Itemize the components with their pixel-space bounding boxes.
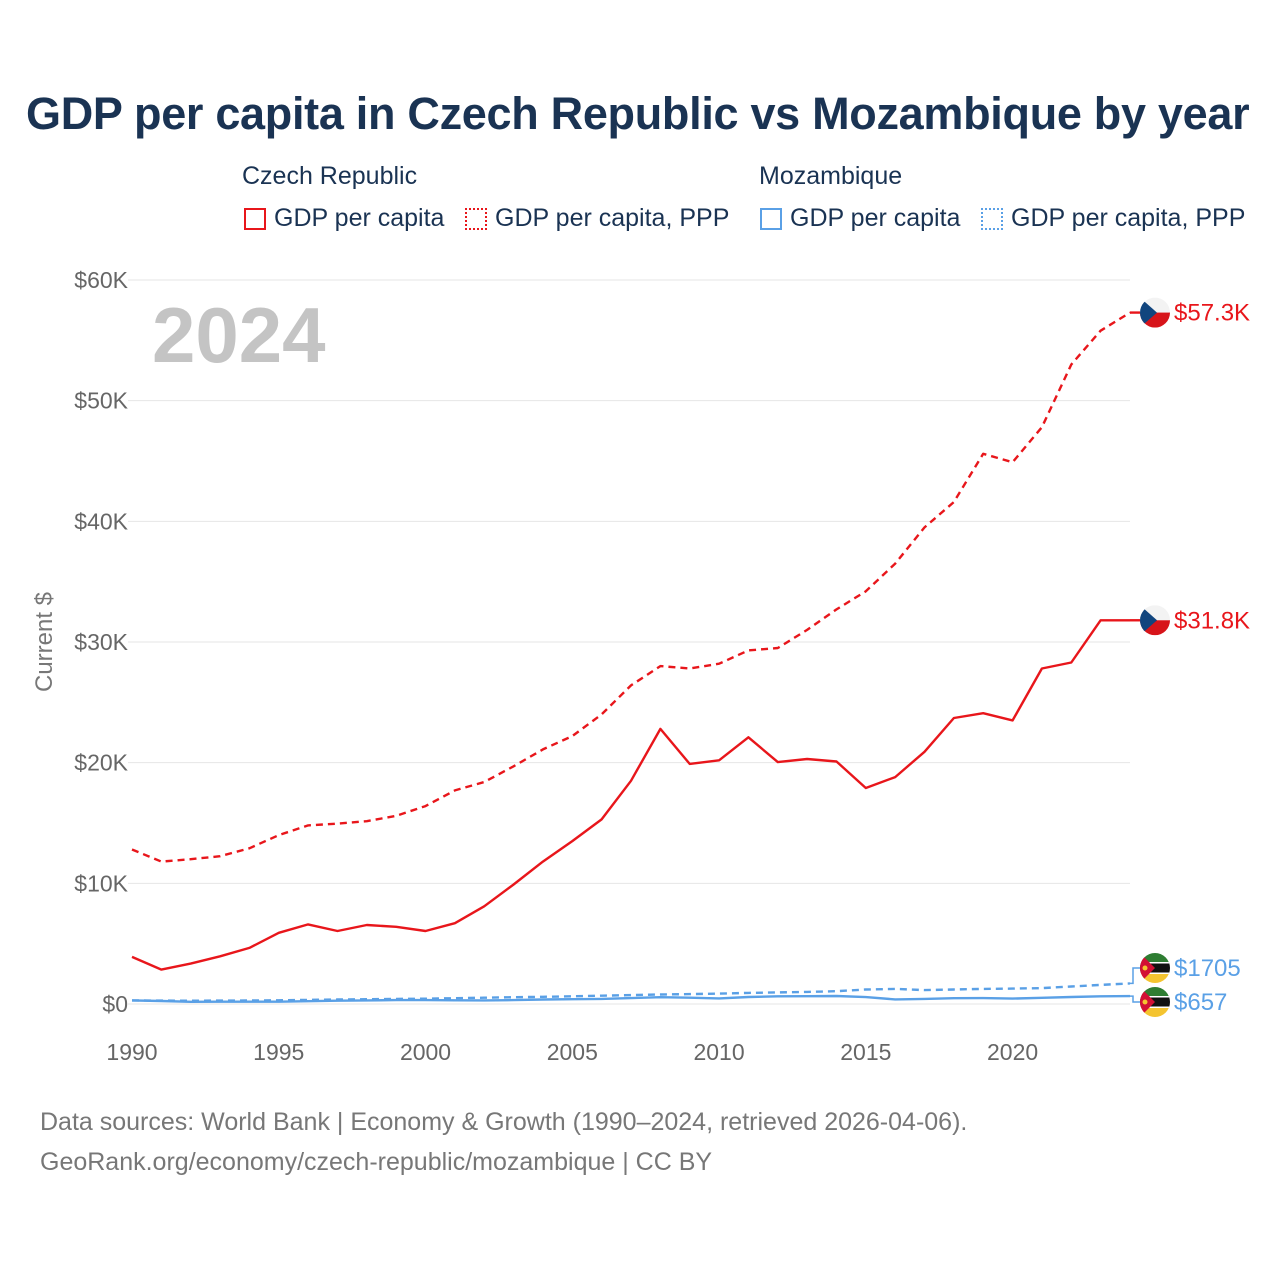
gridlines	[128, 279, 1130, 1005]
end-connector	[1130, 967, 1140, 985]
legend-label-mozambique-gdp: GDP per capita	[790, 204, 961, 232]
legend-group-czech: Czech Republic	[242, 162, 418, 190]
czech-flag-icon	[1140, 605, 1170, 636]
footer-sources: Data sources: World Bank | Economy & Gro…	[40, 1108, 968, 1136]
y-tick-label: $10K	[74, 870, 128, 896]
legend-item-czech-ppp[interactable]: GDP per capita, PPP	[465, 204, 729, 233]
legend-swatch-czech-gdp	[244, 207, 266, 230]
legend-item-czech-gdp[interactable]: GDP per capita	[244, 204, 444, 233]
y-tick-label: $30K	[74, 629, 128, 655]
x-tick-label: 2015	[840, 1039, 891, 1065]
end-labels: $31.8K $57.3K $657 $1705	[1130, 297, 1250, 1017]
mozambique-flag-icon	[1140, 953, 1170, 983]
y-tick-label: $50K	[74, 388, 128, 414]
x-tick-label: 2020	[987, 1039, 1038, 1065]
legend-group-mozambique: Mozambique	[759, 162, 903, 190]
year-watermark: 2024	[152, 291, 326, 379]
y-axis-label: Current $	[31, 592, 58, 692]
y-axis-ticks: $0 $10K $20K $30K $40K $50K $60K	[74, 267, 128, 1017]
series-line-mozambique-solid[interactable]	[131, 994, 1131, 1003]
x-axis-ticks: 1990 1995 2000 2005 2010 2015 2020	[106, 1039, 1038, 1065]
y-tick-label: $0	[102, 991, 128, 1017]
x-tick-label: 2000	[400, 1039, 451, 1065]
legend-item-mozambique-gdp[interactable]: GDP per capita	[760, 204, 960, 233]
x-tick-label: 2010	[693, 1039, 744, 1065]
chart-title: GDP per capita in Czech Republic vs Moza…	[26, 88, 1250, 139]
series-line-czech-republic-solid[interactable]	[131, 619, 1130, 971]
legend-item-mozambique-ppp[interactable]: GDP per capita, PPP	[981, 204, 1245, 233]
x-tick-label: 2005	[547, 1039, 598, 1065]
series-line-czech-republic-dashed[interactable]	[131, 311, 1131, 863]
legend-swatch-mozambique-gdp	[760, 207, 782, 230]
czech-flag-icon	[1140, 297, 1170, 328]
end-connector	[1130, 995, 1140, 1003]
legend-label-czech-gdp: GDP per capita	[274, 204, 445, 232]
footer-url[interactable]: GeoRank.org/economy/czech-republic/mozam…	[40, 1148, 713, 1176]
x-tick-label: 1995	[253, 1039, 304, 1065]
y-tick-label: $60K	[74, 267, 128, 293]
legend-label-czech-ppp: GDP per capita, PPP	[495, 204, 730, 232]
series-lines	[131, 311, 1131, 1003]
y-tick-label: $40K	[74, 508, 128, 534]
legend-swatch-czech-ppp	[465, 207, 487, 230]
end-value-label: $57.3K	[1174, 300, 1250, 327]
x-tick-label: 1990	[106, 1039, 157, 1065]
mozambique-flag-icon	[1140, 987, 1170, 1017]
end-value-label: $1705	[1174, 955, 1241, 982]
legend-label-mozambique-ppp: GDP per capita, PPP	[1011, 204, 1246, 232]
y-tick-label: $20K	[74, 750, 128, 776]
legend-swatch-mozambique-ppp	[981, 207, 1003, 230]
series-line-mozambique-dashed[interactable]	[131, 982, 1131, 1002]
end-value-label: $31.8K	[1174, 607, 1250, 634]
end-value-label: $657	[1174, 989, 1227, 1016]
